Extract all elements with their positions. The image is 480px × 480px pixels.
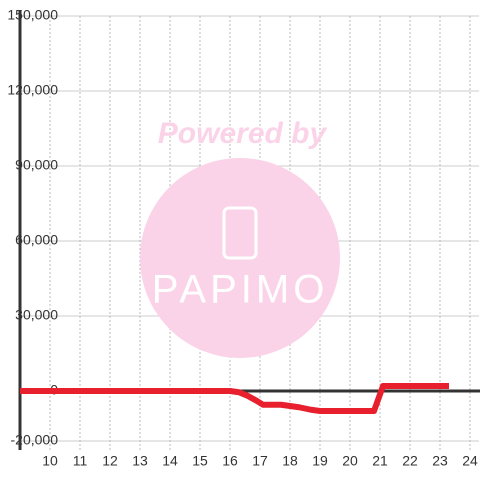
- x-tick-label: 24: [462, 453, 478, 469]
- x-tick-label: 23: [432, 453, 448, 469]
- x-tick-label: 11: [73, 453, 88, 469]
- x-tick-label: 15: [192, 453, 208, 469]
- x-tick-label: 13: [132, 453, 148, 469]
- y-tick-label: 150,000: [7, 7, 58, 23]
- x-tick-label: 14: [162, 453, 178, 469]
- watermark: Powered by PAPIMO: [140, 117, 340, 358]
- x-tick-label: 17: [252, 453, 268, 469]
- y-tick-label: 90,000: [15, 157, 58, 173]
- x-tick-label: 20: [342, 453, 358, 469]
- line-series: [20, 383, 449, 414]
- x-tick-label: 12: [102, 453, 118, 469]
- x-tick-label: 21: [372, 453, 388, 469]
- x-tick-label: 18: [282, 453, 298, 469]
- watermark-brand: PAPIMO: [152, 268, 329, 312]
- watermark-title: Powered by: [158, 117, 328, 150]
- y-tick-label: 120,000: [7, 82, 58, 98]
- x-tick-label: 22: [402, 453, 418, 469]
- x-tick-label: 19: [312, 453, 328, 469]
- y-tick-label: 30,000: [15, 307, 58, 323]
- phone-icon: [222, 206, 258, 260]
- y-tick-label: -20,000: [11, 432, 59, 448]
- x-tick-label: 16: [222, 453, 238, 469]
- plot: -20,000030,00060,00090,000120,000150,000…: [7, 7, 480, 469]
- y-tick-label: 60,000: [15, 232, 58, 248]
- x-tick-label: 10: [42, 453, 58, 469]
